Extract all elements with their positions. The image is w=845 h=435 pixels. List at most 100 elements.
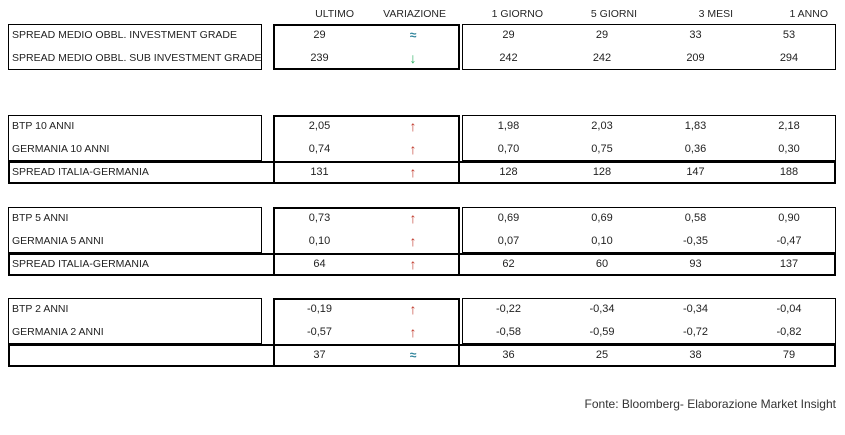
row-label: GERMANIA 5 ANNI [12,235,104,247]
value-cell: -0,47 [776,235,802,247]
row-label: BTP 10 ANNI [12,120,75,132]
table-row: BTP 2 ANNI -0,19 ↑ -0,22 -0,34 -0,34 -0,04 [0,298,845,321]
up-arrow-icon: ↑ [409,164,417,180]
table-row: BTP 10 ANNI 2,05 ↑ 1,98 2,03 1,83 2,18 [0,115,845,138]
value-cell: 147 [686,166,705,178]
table-row: GERMANIA 10 ANNI 0,74 ↑ 0,70 0,75 0,36 0,30 [0,138,845,161]
approx-icon: ≈ [409,348,417,362]
table-row: GERMANIA 5 ANNI 0,10 ↑ 0,07 0,10 -0,35 -0,47 [0,230,845,253]
column-header-variazione: VARIAZIONE [383,8,446,20]
row-label: SPREAD MEDIO OBBL. INVESTMENT GRADE [12,29,238,41]
column-header-ultimo: ULTIMO [315,8,354,20]
table-row: SPREAD ITALIA-GERMANIA 64 ↑ 62 60 93 137 [0,253,845,276]
value-cell: -0,35 [682,235,709,247]
table-row: SPREAD MEDIO OBBL. INVESTMENT GRADE 29 ≈29… [0,24,845,47]
value-cell: 0,75 [591,143,613,155]
column-header-3-mesi: 3 MESI [698,8,733,20]
variazione-cell: ↑ [366,115,460,138]
row-label: SPREAD ITALIA-GERMANIA [12,258,149,270]
ultimo-value: 131 [310,166,329,178]
value-cell: -0,04 [776,303,802,315]
ultimo-value: 239 [310,52,329,64]
up-arrow-icon: ↑ [409,256,417,272]
value-cell: -0,22 [495,303,522,315]
value-cell: 0,58 [684,212,707,224]
row-label: GERMANIA 10 ANNI [12,143,110,155]
value-cell: 209 [686,52,705,64]
variazione-cell: ↑ [366,207,460,230]
value-cell: 1,98 [497,120,520,132]
table-row: SPREAD ITALIA-GERMANIA 131 ↑ 128 128 147 188 [0,161,845,184]
value-cell: 188 [779,166,799,178]
data-table: BTP 5 ANNI 0,73 ↑ 0,69 0,69 0,58 0,90 GERMANIA … [0,207,845,276]
ultimo-value: 64 [313,258,326,270]
source-note: Fonte: Bloomberg- Elaborazione Market In… [584,397,836,411]
variazione-cell: ≈ [366,24,460,47]
value-cell: 33 [689,29,702,41]
column-header-5-giorni: 5 GIORNI [590,8,637,20]
value-cell: -0,34 [589,303,615,315]
value-cell: 2,18 [778,120,800,132]
ultimo-value: 29 [313,29,326,41]
value-cell: 137 [779,258,799,270]
value-cell: 0,69 [591,212,613,224]
value-cell: 128 [499,166,518,178]
approx-icon: ≈ [409,28,417,42]
value-cell: -0,72 [682,326,709,338]
value-cell: 0,30 [778,143,800,155]
value-cell: 62 [502,258,515,270]
variazione-cell: ↑ [366,161,460,184]
row-label: BTP 5 ANNI [12,212,69,224]
value-cell: -0,59 [589,326,615,338]
ultimo-value: -0,19 [306,303,333,315]
row-label: GERMANIA 2 ANNI [12,326,104,338]
value-cell: 0,70 [497,143,520,155]
value-cell: 1,83 [684,120,707,132]
variazione-cell: ↑ [366,138,460,161]
data-table: SPREAD MEDIO OBBL. INVESTMENT GRADE 29 ≈29… [0,24,845,70]
up-arrow-icon: ↑ [409,301,417,317]
value-cell: -0,58 [495,326,522,338]
value-cell: 0,36 [684,143,707,155]
variazione-cell: ↑ [366,230,460,253]
variazione-cell: ↑ [366,253,460,276]
ultimo-value: 2,05 [308,120,331,132]
variazione-cell: ↑ [366,298,460,321]
row-label: SPREAD ITALIA-GERMANIA [12,166,149,178]
column-header-1-giorno: 1 GIORNO [491,8,543,20]
up-arrow-icon: ↑ [409,210,417,226]
row-label: BTP 2 ANNI [12,303,69,315]
row-label: SPREAD MEDIO OBBL. SUB INVESTMENT GRADE [12,52,262,64]
value-cell: 25 [595,349,609,361]
up-arrow-icon: ↑ [409,118,417,134]
column-header-1-anno: 1 ANNO [789,8,828,20]
table-row: GERMANIA 2 ANNI -0,57 ↑ -0,58 -0,59 -0,72 -0,8… [0,321,845,344]
ultimo-value: 0,10 [308,235,331,247]
value-cell: 93 [689,258,702,270]
ultimo-value: 37 [313,349,326,361]
value-cell: -0,34 [682,303,709,315]
up-arrow-icon: ↑ [409,324,417,340]
table-row: BTP 5 ANNI 0,73 ↑ 0,69 0,69 0,58 0,90 [0,207,845,230]
data-table: BTP 10 ANNI 2,05 ↑ 1,98 2,03 1,83 2,18 GERMANIA… [0,115,845,184]
up-arrow-icon: ↑ [409,233,417,249]
value-cell: 29 [595,29,609,41]
value-cell: 60 [595,258,609,270]
value-cell: -0,82 [776,326,802,338]
value-cell: 294 [779,52,799,64]
value-cell: 53 [782,29,796,41]
value-cell: 0,07 [497,235,520,247]
down-arrow-icon: ↓ [409,50,417,66]
up-arrow-icon: ↑ [409,141,417,157]
variazione-cell: ↓ [366,47,460,70]
value-cell: 0,10 [591,235,613,247]
value-cell: 0,90 [778,212,800,224]
row-label [12,344,258,367]
value-cell: 242 [592,52,612,64]
value-cell: 79 [782,349,796,361]
table-row: SPREAD MEDIO OBBL. SUB INVESTMENT GRADE 2… [0,47,845,70]
table-row: 37 ≈36 25 38 79 [0,344,845,367]
ultimo-value: -0,57 [306,326,333,338]
value-cell: 242 [499,52,518,64]
